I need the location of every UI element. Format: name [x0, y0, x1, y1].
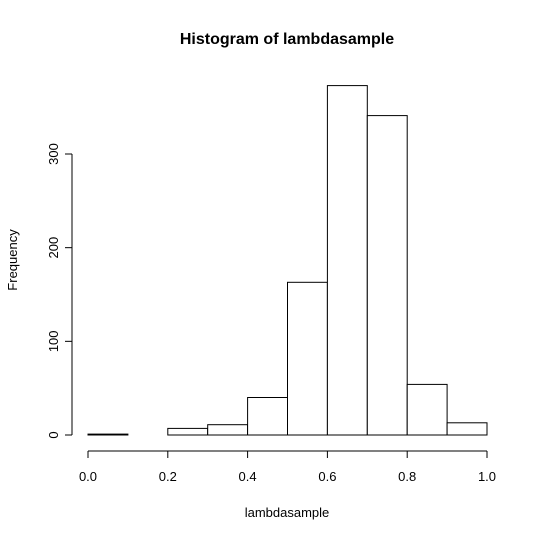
chart-title: Histogram of lambdasample — [180, 31, 394, 48]
y-axis-label: Frequency — [5, 229, 20, 291]
histogram-bar-3 — [207, 424, 249, 436]
x-tick-label-3: 0.6 — [318, 469, 336, 484]
y-tick-label-3: 300 — [46, 143, 61, 165]
histogram-bar-9 — [446, 422, 488, 436]
y-tick-label-0: 0 — [46, 431, 61, 438]
x-tick-label-0: 0.0 — [79, 469, 97, 484]
x-tick-label-4: 0.8 — [398, 469, 416, 484]
histogram-bar-0 — [87, 433, 129, 436]
histogram-bar-2 — [167, 427, 209, 436]
y-tick-label-1: 100 — [46, 330, 61, 352]
bars-group — [87, 85, 488, 436]
x-tick-label-5: 1.0 — [478, 469, 496, 484]
histogram-bar-6 — [326, 85, 368, 436]
histogram-bar-5 — [287, 281, 328, 436]
x-axis-label: lambdasample — [245, 505, 330, 520]
x-axis: 0.0 0.2 0.4 0.6 0.8 1.0 — [79, 450, 496, 484]
x-tick-label-2: 0.4 — [239, 469, 257, 484]
y-axis: 0 100 200 300 — [46, 143, 73, 439]
histogram-bar-4 — [247, 397, 289, 436]
histogram-bar-7 — [366, 115, 408, 436]
x-tick-label-1: 0.2 — [159, 469, 177, 484]
histogram-bar-8 — [406, 383, 448, 436]
y-tick-label-2: 200 — [46, 237, 61, 259]
